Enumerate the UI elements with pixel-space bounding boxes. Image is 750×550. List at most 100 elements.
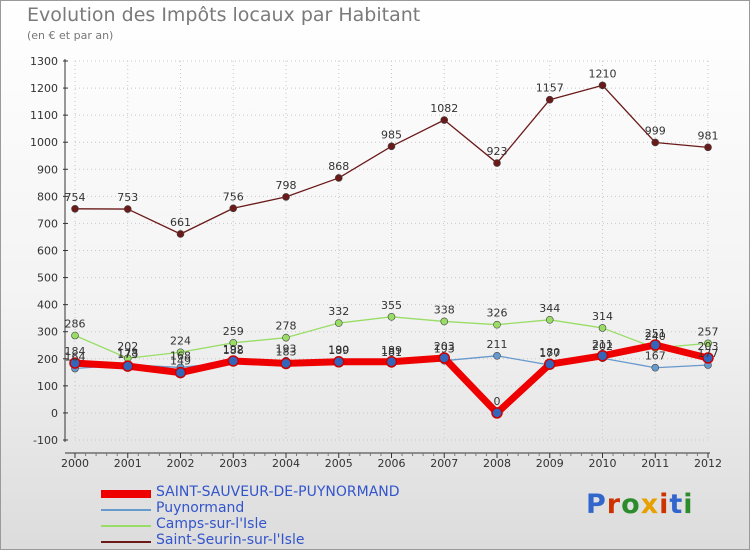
series-puynormand-data-label: 211 bbox=[487, 338, 508, 351]
series-saint-seurin-sur-l-isle-data-label: 999 bbox=[645, 124, 666, 137]
series-saint-seurin-sur-l-isle-data-label: 1157 bbox=[536, 82, 564, 95]
series-saint-seurin-sur-l-isle-point bbox=[387, 142, 396, 151]
y-tick-label: 300 bbox=[37, 326, 58, 339]
series-camps-sur-l-isle-data-label: 240 bbox=[645, 330, 666, 343]
series-camps-sur-l-isle-point bbox=[493, 320, 501, 329]
series-saint-sauveur-de-puynormand-point bbox=[438, 352, 450, 364]
series-camps-sur-l-isle-point bbox=[282, 333, 290, 342]
series-saint-seurin-sur-l-isle-point bbox=[71, 205, 79, 213]
series-saint-sauveur-de-puynormand-data-label: 180 bbox=[539, 346, 560, 359]
series-camps-sur-l-isle-data-label: 326 bbox=[487, 307, 508, 320]
series-saint-seurin-sur-l-isle-point bbox=[229, 204, 238, 213]
series-saint-seurin-sur-l-isle-point bbox=[598, 81, 607, 90]
series-camps-sur-l-isle-data-label: 259 bbox=[223, 325, 244, 338]
legend-swatch bbox=[101, 525, 151, 527]
series-camps-sur-l-isle-data-label: 202 bbox=[117, 340, 138, 353]
series-camps-sur-l-isle-point bbox=[229, 339, 238, 347]
x-tick-label: 2010 bbox=[589, 457, 617, 470]
series-saint-seurin-sur-l-isle-data-label: 753 bbox=[117, 191, 138, 204]
series-saint-sauveur-de-puynormand-point bbox=[280, 357, 292, 370]
x-tick-label: 2006 bbox=[378, 457, 406, 470]
legend-swatch bbox=[101, 541, 151, 543]
series-saint-sauveur-de-puynormand-point bbox=[122, 360, 134, 372]
x-tick-label: 2005 bbox=[325, 457, 353, 470]
series-camps-sur-l-isle-point bbox=[440, 317, 449, 326]
series-puynormand-data-label: 177 bbox=[539, 347, 560, 360]
x-tick-label: 2003 bbox=[219, 457, 247, 470]
x-tick-label: 2001 bbox=[114, 457, 142, 470]
series-camps-sur-l-isle-point bbox=[176, 348, 185, 357]
series-puynormand-data-label: 188 bbox=[223, 344, 244, 357]
series-camps-sur-l-isle-point bbox=[704, 339, 712, 348]
series-saint-sauveur-de-puynormand-point bbox=[544, 358, 556, 370]
y-tick-label: 100 bbox=[37, 380, 58, 393]
logo-letter: i bbox=[683, 489, 694, 520]
x-tick-label: 2012 bbox=[694, 457, 722, 470]
series-puynormand-data-label: 168 bbox=[170, 349, 191, 362]
series-saint-sauveur-de-puynormand-data-label: 203 bbox=[434, 340, 455, 353]
chart-subtitle: (en € et par an) bbox=[27, 29, 114, 42]
series-camps-sur-l-isle-data-label: 332 bbox=[328, 305, 349, 318]
legend-swatch bbox=[101, 509, 151, 511]
series-puynormand-data-label: 193 bbox=[276, 343, 297, 356]
x-tick-label: 2004 bbox=[272, 457, 300, 470]
series-saint-sauveur-de-puynormand-point bbox=[174, 366, 187, 379]
series-camps-sur-l-isle-point bbox=[598, 324, 607, 332]
logo-letter: x bbox=[640, 489, 660, 520]
y-tick-label: 1200 bbox=[30, 82, 58, 95]
y-tick-label: 800 bbox=[37, 190, 58, 203]
series-saint-seurin-sur-l-isle-point bbox=[334, 174, 343, 182]
series-camps-sur-l-isle-point bbox=[545, 316, 554, 324]
series-saint-seurin-sur-l-isle-data-label: 981 bbox=[698, 129, 719, 142]
series-camps-sur-l-isle-data-label: 257 bbox=[698, 325, 719, 338]
series-camps-sur-l-isle-data-label: 314 bbox=[592, 310, 613, 323]
series-puynormand-data-label: 202 bbox=[592, 340, 613, 353]
legend-swatch bbox=[101, 490, 151, 498]
logo-letter: o bbox=[621, 489, 641, 520]
series-saint-seurin-sur-l-isle-data-label: 1210 bbox=[589, 67, 617, 80]
series-puynormand-data-label: 164 bbox=[65, 351, 86, 364]
series-saint-sauveur-de-puynormand-point bbox=[596, 350, 609, 362]
series-saint-seurin-sur-l-isle-data-label: 756 bbox=[223, 190, 244, 203]
series-saint-seurin-sur-l-isle-data-label: 868 bbox=[328, 160, 349, 173]
logo-letter: t bbox=[669, 489, 684, 520]
series-saint-sauveur-de-puynormand-point bbox=[491, 407, 503, 419]
x-tick-label: 2011 bbox=[641, 457, 669, 470]
series-saint-sauveur-de-puynormand-data-label: 149 bbox=[170, 355, 191, 368]
x-tick-label: 2000 bbox=[61, 457, 89, 470]
series-saint-sauveur-de-puynormand-data-label: 211 bbox=[592, 338, 613, 351]
series-saint-sauveur-de-puynormand-data-label: 203 bbox=[698, 340, 719, 353]
series-puynormand-data-label: 181 bbox=[381, 346, 402, 359]
legend-label: SAINT-SAUVEUR-DE-PUYNORMAND bbox=[156, 484, 400, 500]
logo-letter: P bbox=[586, 489, 607, 520]
series-saint-sauveur-de-puynormand-data-label: 189 bbox=[328, 344, 349, 357]
series-saint-seurin-sur-l-isle-point bbox=[176, 230, 185, 238]
y-tick-label: 1000 bbox=[30, 136, 58, 149]
series-saint-sauveur-de-puynormand-data-label: 189 bbox=[381, 344, 402, 357]
y-tick-label: 1300 bbox=[30, 55, 58, 68]
series-camps-sur-l-isle-data-label: 224 bbox=[170, 334, 191, 347]
y-tick-label: 400 bbox=[37, 299, 58, 312]
series-puynormand-point bbox=[651, 363, 660, 372]
series-saint-seurin-sur-l-isle-data-label: 661 bbox=[170, 216, 191, 229]
series-saint-seurin-sur-l-isle-point bbox=[704, 143, 712, 152]
x-tick-label: 2008 bbox=[483, 457, 511, 470]
y-tick-label: 500 bbox=[37, 272, 58, 285]
series-saint-sauveur-de-puynormand-point bbox=[227, 355, 239, 367]
series-saint-sauveur-de-puynormand-data-label: 173 bbox=[117, 348, 138, 361]
series-camps-sur-l-isle-data-label: 344 bbox=[539, 302, 560, 315]
x-tick-label: 2002 bbox=[167, 457, 195, 470]
series-saint-seurin-sur-l-isle-point bbox=[493, 159, 501, 167]
y-tick-label: 700 bbox=[37, 217, 58, 230]
series-saint-seurin-sur-l-isle-point bbox=[545, 95, 554, 104]
series-camps-sur-l-isle-point bbox=[387, 313, 396, 321]
series-saint-seurin-sur-l-isle-data-label: 985 bbox=[381, 128, 402, 141]
series-saint-seurin-sur-l-isle-data-label: 1082 bbox=[430, 102, 458, 115]
series-saint-sauveur-de-puynormand-data-label: 184 bbox=[65, 345, 86, 358]
logo-letter: r bbox=[606, 489, 622, 520]
series-saint-sauveur-de-puynormand-data-label: 192 bbox=[223, 343, 244, 356]
series-saint-seurin-sur-l-isle-data-label: 923 bbox=[487, 145, 508, 158]
proxiti-logo: Proxiti bbox=[586, 489, 694, 520]
series-puynormand-point bbox=[493, 352, 501, 360]
